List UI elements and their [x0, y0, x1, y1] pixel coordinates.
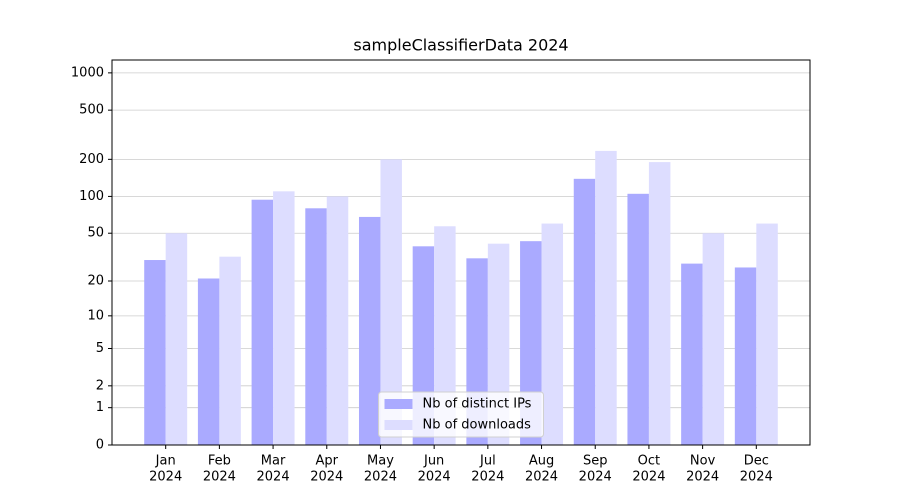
x-tick-label: Aug: [529, 454, 554, 469]
legend-swatch: [384, 420, 413, 430]
x-tick-label: 2024: [632, 470, 665, 485]
y-tick-label: 100: [79, 189, 104, 204]
y-tick-label: 500: [79, 103, 104, 118]
bar: [326, 196, 349, 445]
x-tick-label: 2024: [740, 470, 773, 485]
x-tick-label: Sep: [583, 454, 608, 469]
bar: [541, 223, 564, 445]
bar: [734, 267, 757, 445]
bar: [197, 278, 220, 445]
x-tick-label: 2024: [579, 470, 612, 485]
x-tick-label: Apr: [316, 454, 339, 469]
y-tick-label: 50: [87, 226, 104, 241]
x-tick-label: 2024: [310, 470, 343, 485]
chart-title: sampleClassifierData 2024: [353, 36, 568, 55]
x-tick-label: Mar: [261, 454, 286, 469]
y-tick-label: 1000: [71, 65, 104, 80]
bar: [756, 223, 778, 445]
legend-swatch: [384, 399, 413, 409]
x-tick-label: Jun: [423, 454, 444, 469]
x-tick-label: Jan: [155, 454, 176, 469]
plot-frame: [111, 59, 811, 446]
bar: [165, 233, 188, 445]
bar: [305, 208, 327, 445]
bar: [219, 256, 241, 445]
x-tick-label: Jul: [479, 454, 496, 469]
bar: [595, 150, 617, 445]
x-tick-label: May: [367, 454, 394, 469]
bar: [573, 178, 596, 446]
x-tick-label: 2024: [418, 470, 451, 485]
legend-label: Nb of downloads: [423, 418, 532, 433]
bar: [681, 263, 703, 445]
bar: [380, 159, 402, 446]
x-tick-label: 2024: [471, 470, 504, 485]
x-tick-label: 2024: [149, 470, 182, 485]
x-tick-label: Nov: [690, 454, 716, 469]
bar: [251, 199, 274, 445]
y-tick-label: 0: [96, 438, 104, 453]
bar: [627, 193, 649, 445]
y-tick-label: 20: [87, 274, 104, 289]
bar: [144, 260, 166, 445]
legend-label: Nb of distinct IPs: [423, 397, 532, 412]
bar: [702, 233, 725, 445]
y-tick-label: 2: [96, 378, 104, 393]
y-tick-label: 10: [87, 308, 104, 323]
y-tick-label: 5: [96, 341, 104, 356]
y-tick-label: 200: [79, 152, 104, 167]
x-tick-label: Feb: [208, 454, 231, 469]
bar: [273, 191, 295, 445]
bar: [358, 216, 381, 445]
x-tick-label: 2024: [525, 470, 558, 485]
x-tick-label: 2024: [203, 470, 236, 485]
x-tick-label: Oct: [638, 454, 660, 469]
x-tick-label: 2024: [686, 470, 719, 485]
y-tick-label: 1: [96, 400, 104, 415]
x-tick-label: 2024: [364, 470, 397, 485]
x-tick-label: 2024: [257, 470, 290, 485]
bar: [648, 162, 671, 446]
legend-box: [378, 391, 544, 438]
x-tick-label: Dec: [744, 454, 769, 469]
bar: [434, 226, 456, 445]
